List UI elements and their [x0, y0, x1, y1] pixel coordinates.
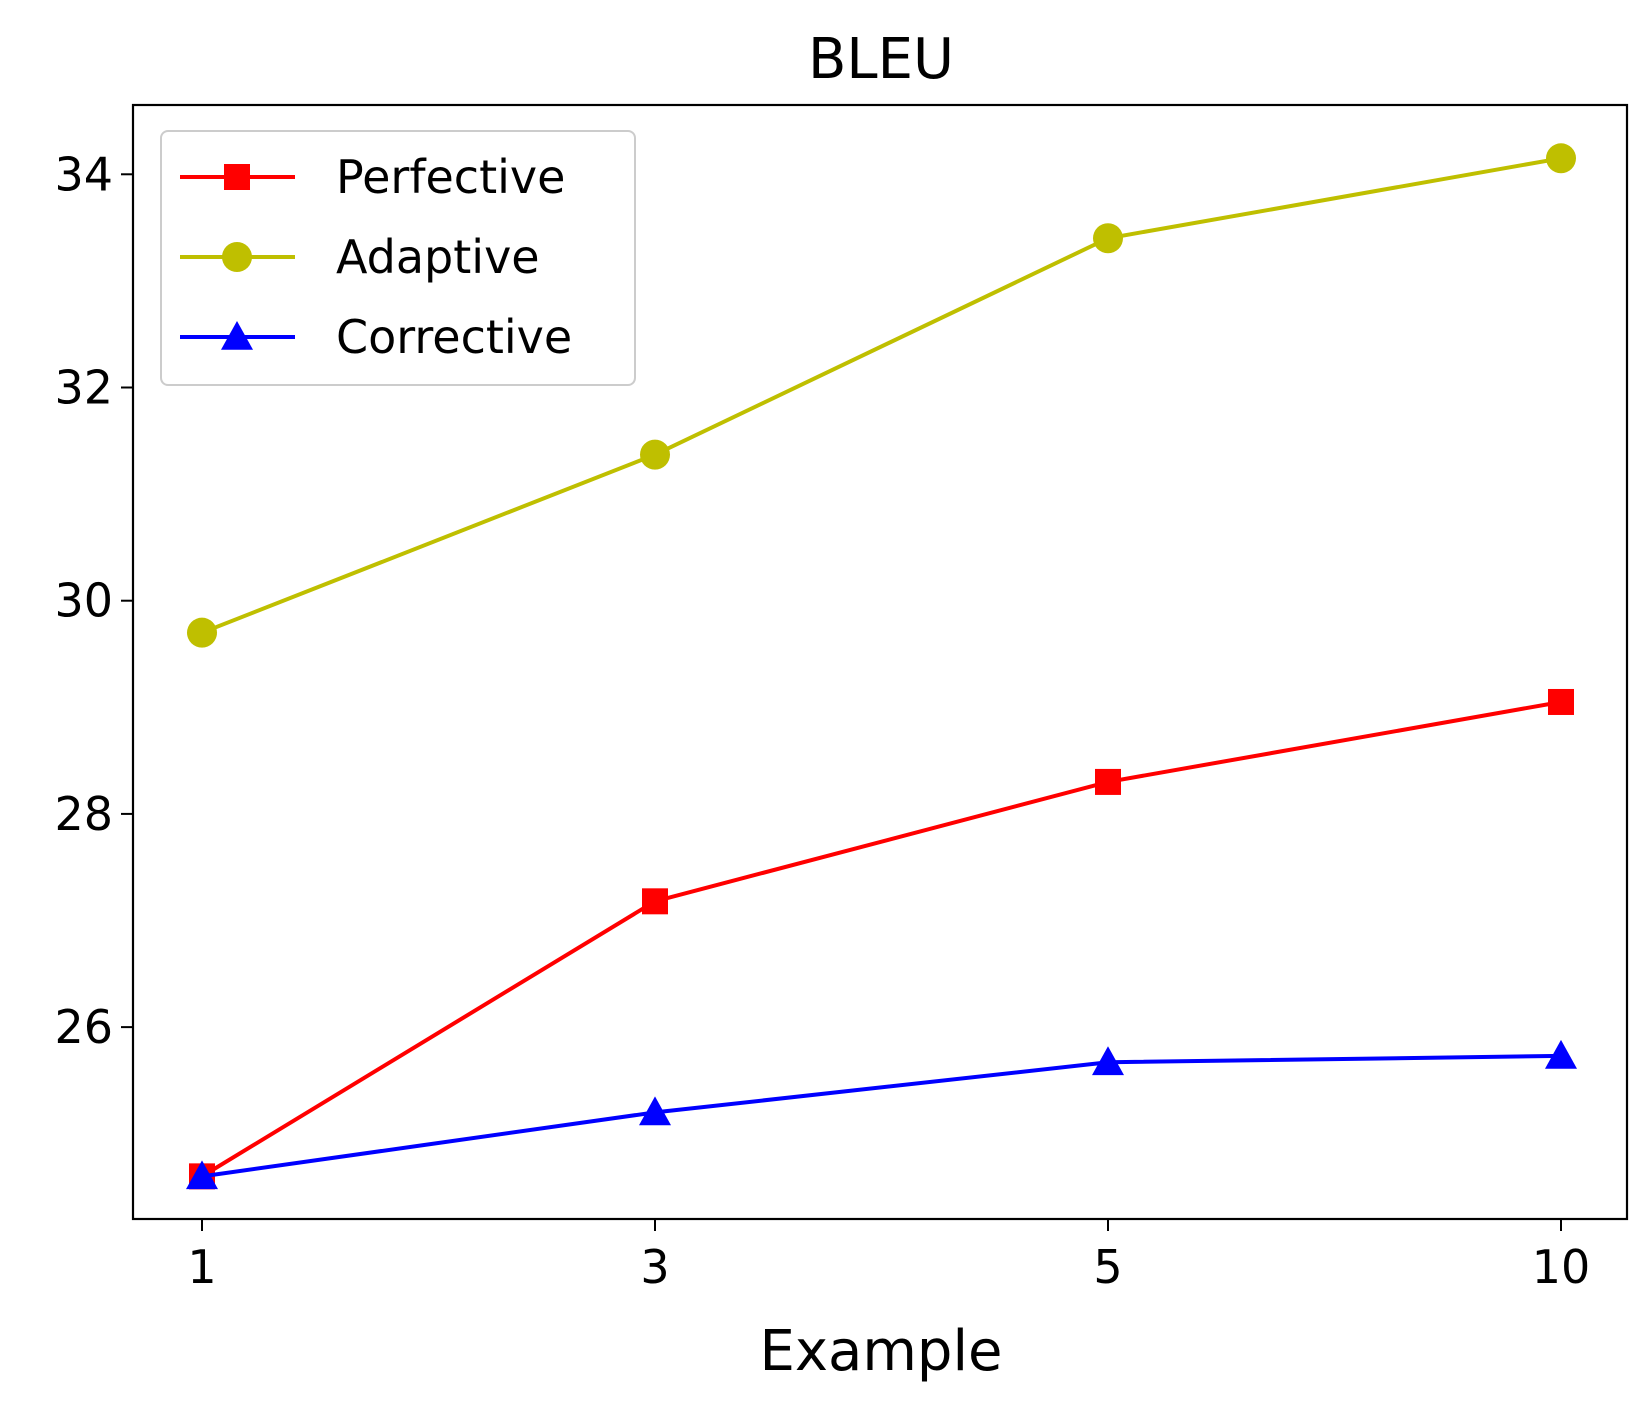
series-line-perfective	[200, 700, 1562, 1179]
y-axis: 26 28 30 32 34	[54, 147, 133, 1054]
y-tick-label: 30	[54, 574, 113, 628]
x-tick-label: 5	[1093, 1240, 1122, 1294]
legend-box	[160, 130, 636, 386]
data-point-corrective	[639, 1096, 671, 1126]
x-axis: 1 3 5 10	[187, 1219, 1590, 1294]
data-point-adaptive	[1093, 223, 1123, 254]
y-tick-label: 26	[54, 1000, 113, 1054]
legend-label-corrective: Corrective	[336, 310, 572, 364]
legend-marker-corrective	[221, 321, 253, 350]
data-point-corrective	[186, 1160, 218, 1190]
data-point-perfective	[642, 888, 668, 915]
chart-title: BLEU	[808, 27, 954, 92]
series-line-corrective	[201, 1053, 1562, 1179]
series-line-adaptive	[201, 156, 1562, 635]
series-layer	[186, 143, 1577, 1190]
x-tick-label: 10	[1532, 1240, 1591, 1294]
legend-label-perfective: Perfective	[336, 150, 565, 204]
data-point-perfective	[1548, 688, 1574, 715]
x-axis-label: Example	[760, 1319, 1003, 1384]
legend-marker-perfective	[224, 164, 250, 190]
data-point-corrective	[1092, 1046, 1124, 1076]
data-point-perfective	[1095, 768, 1121, 795]
y-tick-label: 34	[54, 147, 113, 201]
data-point-adaptive	[187, 617, 217, 648]
data-point-corrective	[1545, 1039, 1577, 1069]
legend: Perfective Adaptive Corrective	[160, 130, 636, 386]
x-tick-label: 3	[640, 1240, 669, 1294]
plot-area-frame	[131, 103, 1629, 1221]
legend-marker-adaptive	[222, 242, 252, 272]
data-point-adaptive	[640, 439, 670, 470]
y-tick-label: 32	[54, 360, 113, 414]
legend-label-adaptive: Adaptive	[336, 230, 540, 284]
y-tick-label: 28	[54, 787, 113, 841]
x-tick-label: 1	[187, 1240, 216, 1294]
data-point-adaptive	[1546, 143, 1576, 174]
